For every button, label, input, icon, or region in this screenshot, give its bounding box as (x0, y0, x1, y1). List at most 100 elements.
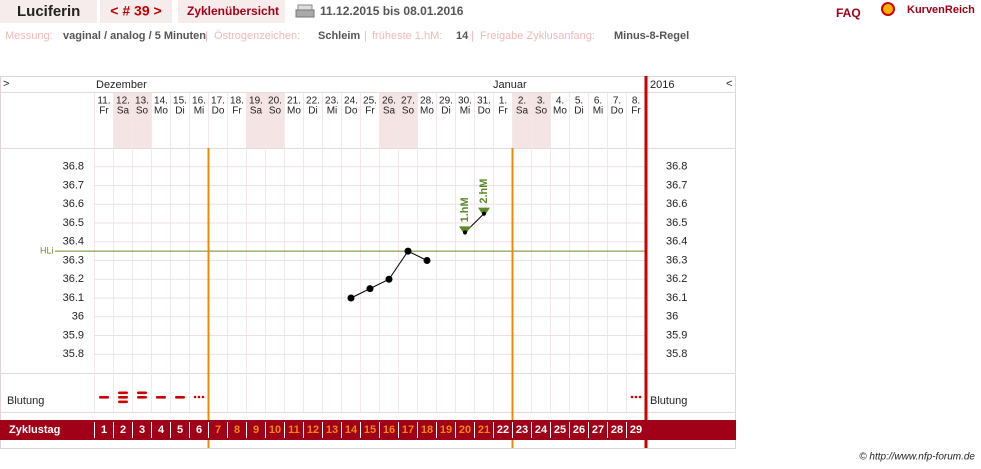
y-tick-label: 36.2 (63, 273, 84, 285)
bleeding-mark (99, 396, 109, 399)
bleeding-dash (137, 391, 147, 395)
cycle-day: 12 (307, 424, 319, 436)
overview-link[interactable]: Zyklenübersicht (187, 4, 279, 18)
date-label: 2. (518, 96, 526, 107)
spotting-dot (630, 395, 634, 399)
cycle-day: 18 (421, 424, 433, 436)
cycle-day: 27 (592, 424, 604, 436)
bleeding-label: Blutung (650, 395, 687, 407)
chart-frame (0, 76, 736, 449)
cycle-day: 11 (288, 424, 300, 436)
temperature-point (423, 257, 431, 264)
spotting-dot (197, 395, 201, 399)
cycle-nav[interactable]: < # 39 > (110, 3, 161, 19)
cycle-day: 28 (611, 424, 623, 436)
hm-label: 1.hM (459, 197, 471, 222)
cycle-box[interactable] (100, 0, 172, 23)
date-label: 31. (477, 96, 491, 107)
cycle-day: 10 (269, 424, 281, 436)
weekday-label: Do (212, 106, 225, 117)
y-tick-label: 36.3 (63, 254, 84, 266)
cycle-label: Zyklustag (9, 424, 60, 436)
cycle-day: 19 (440, 424, 452, 436)
faq-link[interactable]: FAQ (836, 6, 861, 20)
info-label: Östrogenzeichen: (214, 30, 300, 42)
date-label: 29. (439, 96, 453, 107)
date-label: 28. (420, 96, 434, 107)
nav-next[interactable]: < (726, 78, 732, 90)
date-label: 30. (458, 96, 472, 107)
date-label: 23. (325, 96, 339, 107)
temperature-point (366, 285, 374, 293)
date-label: 26. (382, 96, 396, 107)
weekday-label: Do (478, 106, 491, 117)
cycle-day: 21 (478, 424, 490, 436)
bleeding-mark (137, 391, 147, 399)
y-tick-label: 36.5 (63, 217, 84, 229)
info-label: Freigabe Zyklusanfang: (480, 30, 595, 42)
date-label: 13. (135, 96, 149, 107)
cycle-day: 6 (196, 424, 202, 436)
date-label: 14. (154, 96, 168, 107)
overview-box[interactable] (178, 0, 285, 23)
info-sep: | (471, 30, 474, 42)
weekend-shade (246, 93, 266, 148)
weekday-label: Mo (287, 106, 301, 117)
y-tick-label: 35.9 (63, 329, 84, 341)
weekday-label: Mo (420, 106, 434, 117)
cycle-day: 3 (139, 424, 145, 436)
name-box (0, 0, 97, 23)
cycle-day: 13 (326, 424, 338, 436)
cycle-day: 5 (177, 424, 183, 436)
y-tick-label: 36.4 (666, 236, 687, 248)
logo-icon (881, 2, 895, 16)
info-value: vaginal / analog / 5 Minuten (63, 30, 206, 42)
y-tick-label: 36.1 (666, 292, 687, 304)
weekday-label: Mi (593, 106, 604, 117)
date-label: 1. (499, 96, 507, 107)
weekday-label: Mi (327, 106, 338, 117)
y-tick-label: 35.9 (666, 329, 687, 341)
spotting-dot (193, 395, 197, 399)
weekday-label: Di (574, 106, 583, 117)
weekday-label: Fr (99, 106, 109, 117)
weekday-label: Fr (631, 106, 641, 117)
date-label: 27. (401, 96, 415, 107)
bleeding-dash (156, 396, 166, 399)
bleeding-dash (118, 400, 128, 404)
y-tick-label: 36.8 (63, 161, 84, 173)
info-value: Minus-8-Regel (614, 30, 689, 42)
date-label: 18. (230, 96, 244, 107)
cycle-day: 15 (364, 424, 376, 436)
date-label: 3. (537, 96, 545, 107)
cycle-day: 8 (234, 424, 240, 436)
cycle-day: 17 (402, 424, 414, 436)
weekday-label: Di (308, 106, 317, 117)
date-label: 17. (211, 96, 225, 107)
date-label: 22. (306, 96, 320, 107)
nav-prev[interactable]: > (3, 78, 9, 90)
year-label: 2016 (650, 79, 674, 91)
brand[interactable]: KurvenReich (907, 4, 975, 16)
weekday-label: Fr (498, 106, 508, 117)
cycle-day: 14 (345, 424, 358, 436)
bleeding-dash (99, 396, 109, 399)
print-icon[interactable] (295, 4, 315, 18)
y-tick-label: 36 (666, 311, 678, 323)
weekday-label: Mi (460, 106, 471, 117)
spotting-dot (201, 395, 205, 399)
weekday-label: Sa (117, 106, 130, 117)
bleeding-dash (118, 396, 128, 399)
temperature-point (482, 211, 486, 216)
y-tick-label: 36.6 (666, 198, 687, 210)
copyright: © http://www.nfp-forum.de (859, 452, 975, 463)
y-tick-label: 36.1 (63, 292, 84, 304)
weekday-label: Di (441, 106, 450, 117)
bleeding-mark (175, 396, 185, 399)
weekend-shade (379, 93, 399, 148)
cycle-day: 7 (215, 424, 221, 436)
cycle-day: 20 (459, 424, 471, 436)
y-tick-label: 36 (72, 311, 84, 323)
